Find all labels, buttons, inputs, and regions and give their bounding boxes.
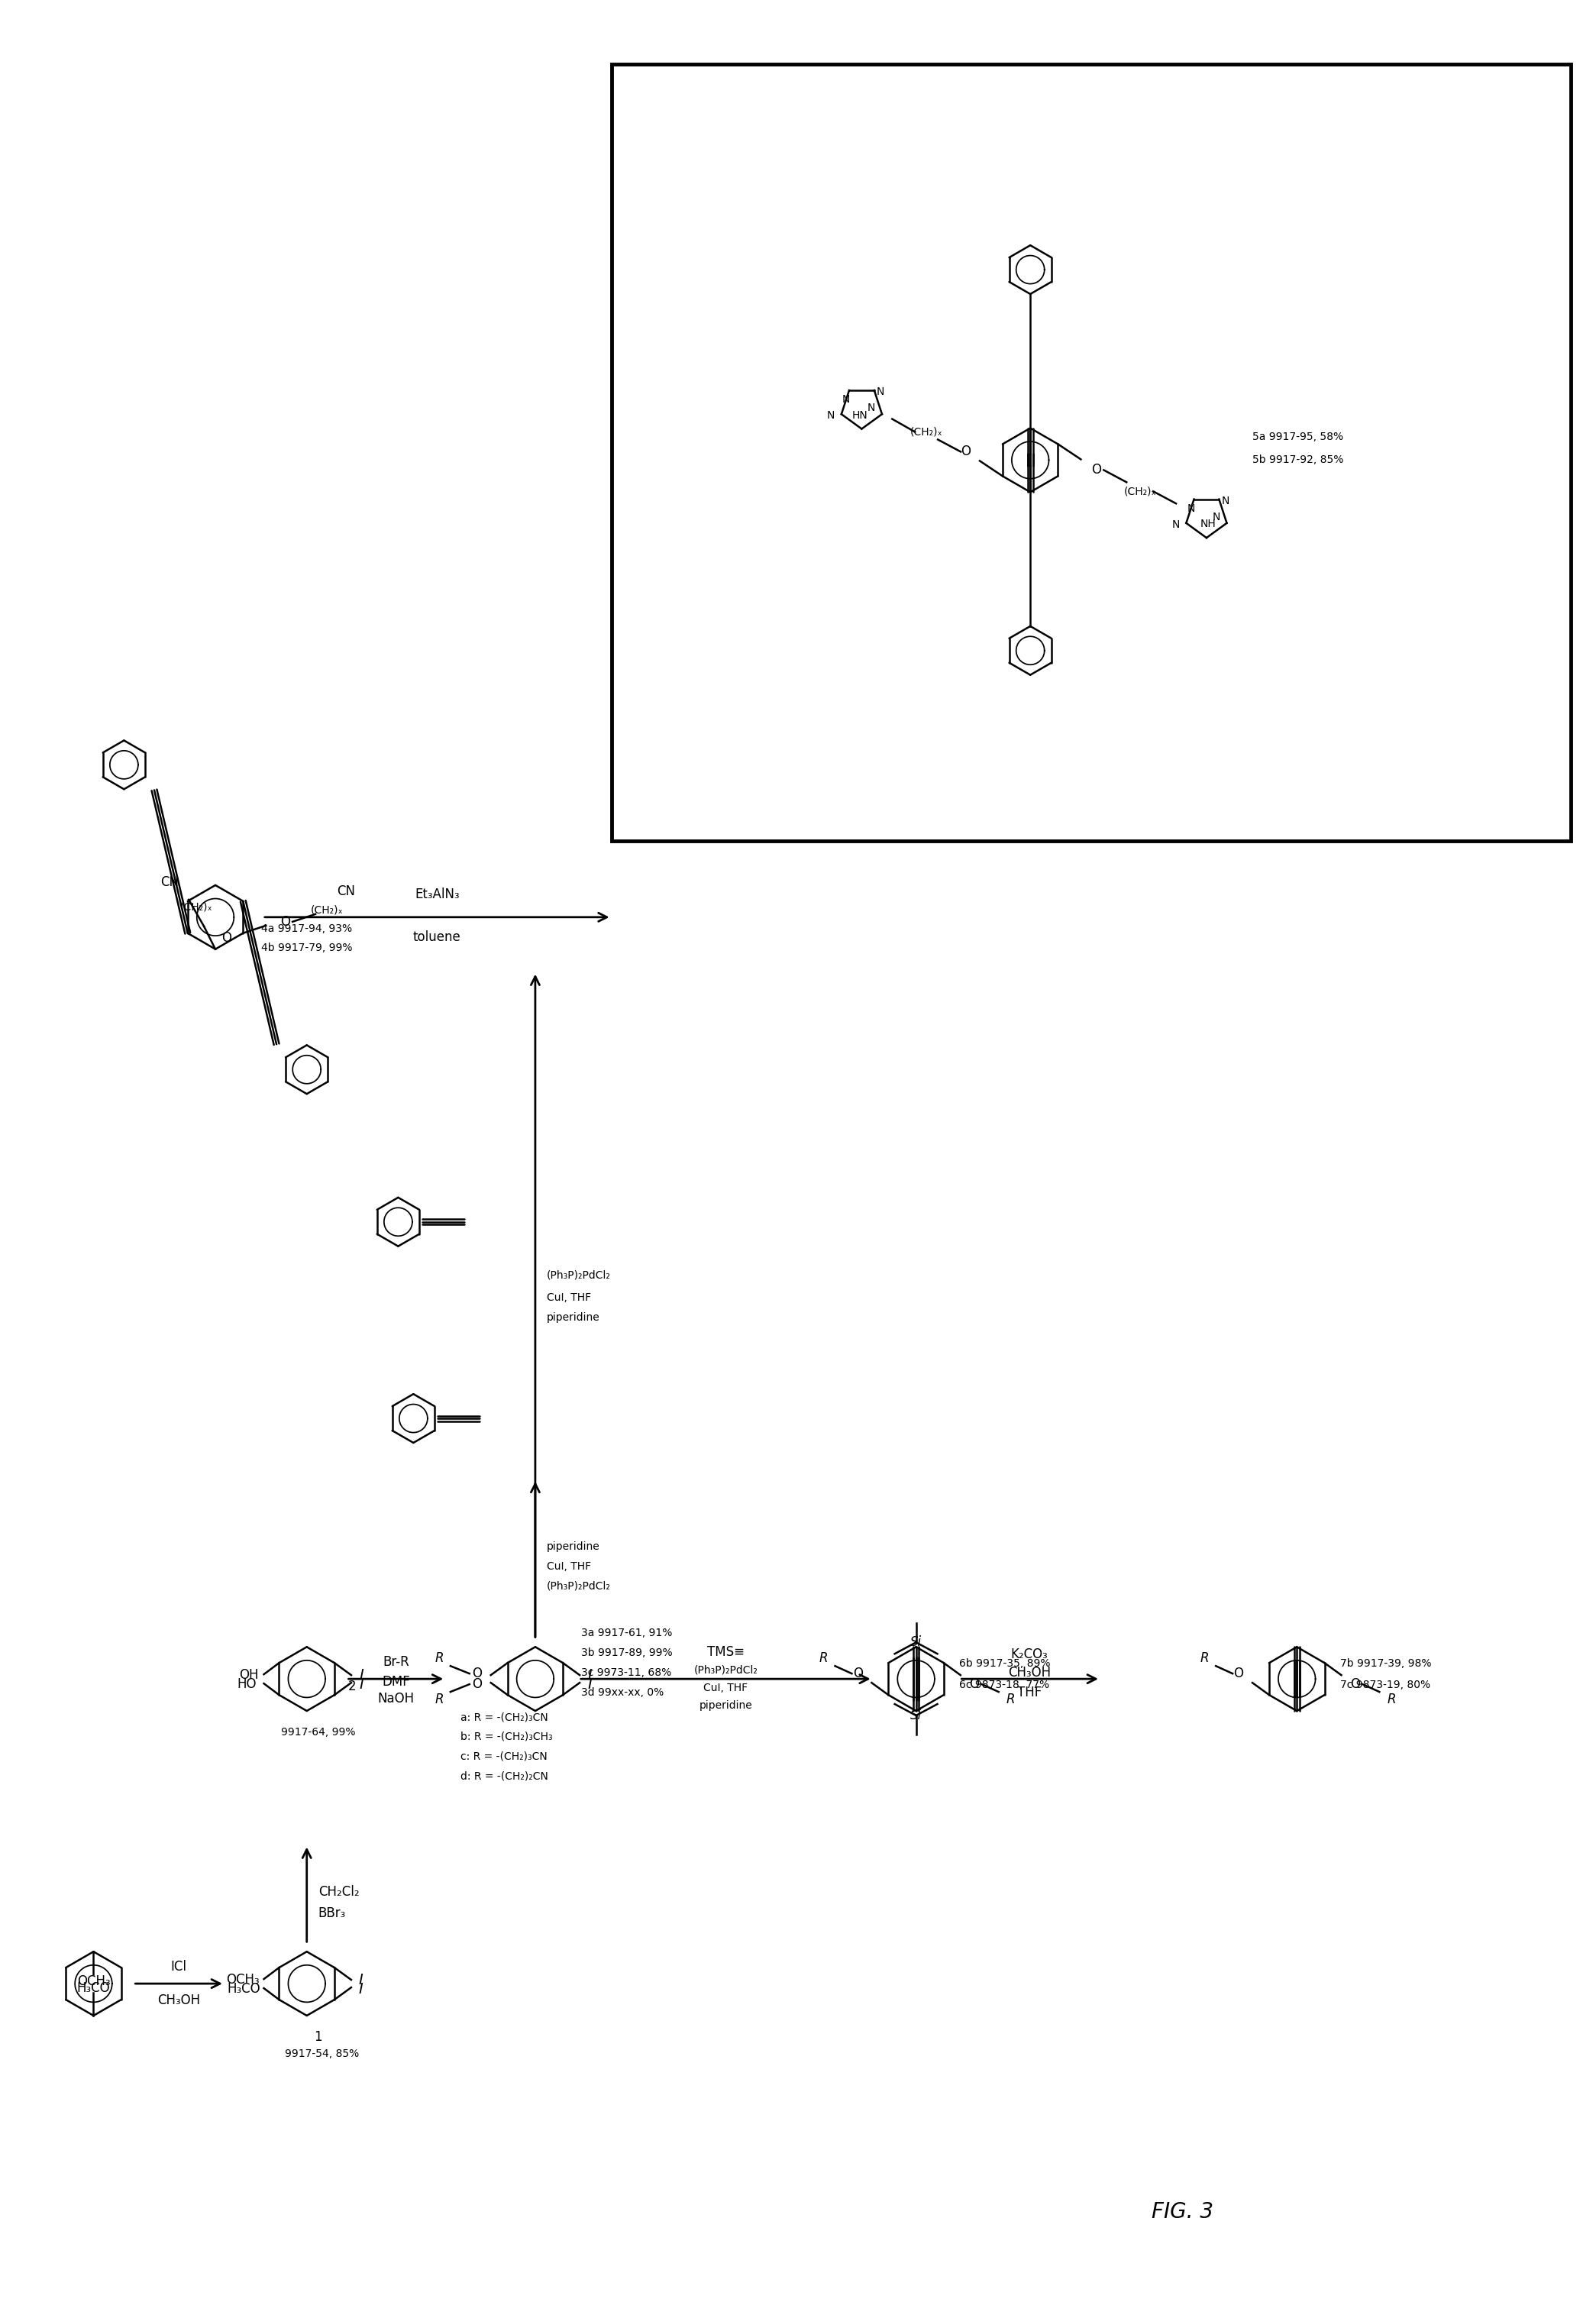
Text: DMF: DMF (381, 1676, 410, 1690)
Text: 5a 9917-95, 58%: 5a 9917-95, 58% (1253, 432, 1344, 444)
Text: O: O (472, 1667, 482, 1681)
Text: O: O (472, 1678, 482, 1692)
Text: N: N (1171, 520, 1179, 531)
Text: 7b 9917-39, 98%: 7b 9917-39, 98% (1341, 1658, 1432, 1669)
Text: Et₃AlN₃: Et₃AlN₃ (415, 887, 460, 901)
Text: piperidine: piperidine (699, 1701, 752, 1710)
Text: O: O (969, 1678, 980, 1692)
Text: N: N (867, 402, 875, 414)
Text: R: R (434, 1692, 444, 1706)
Text: I: I (358, 1982, 362, 1996)
Text: Si: Si (910, 1708, 922, 1722)
Text: O: O (1092, 462, 1101, 476)
Text: I: I (359, 1676, 364, 1692)
Text: BBr₃: BBr₃ (318, 1906, 346, 1920)
Text: 2: 2 (348, 1681, 356, 1694)
Text: R: R (1200, 1651, 1208, 1664)
Text: ICl: ICl (171, 1961, 187, 1975)
Text: O: O (852, 1667, 863, 1681)
Text: 4b 9917-79, 99%: 4b 9917-79, 99% (262, 943, 353, 954)
Text: 3c 9973-11, 68%: 3c 9973-11, 68% (581, 1667, 672, 1678)
Text: (CH₂)ₓ: (CH₂)ₓ (180, 901, 212, 913)
Text: c: R = -(CH₂)₃CN: c: R = -(CH₂)₃CN (461, 1752, 547, 1761)
Text: 6b 9917-35, 89%: 6b 9917-35, 89% (959, 1658, 1050, 1669)
Bar (611, 64, 1570, 841)
Text: H₃CO: H₃CO (77, 1982, 110, 1996)
Text: 7c 9873-19, 80%: 7c 9873-19, 80% (1341, 1681, 1430, 1690)
Text: CH₃OH: CH₃OH (1009, 1667, 1050, 1681)
Text: NH: NH (1200, 520, 1216, 529)
Text: N: N (827, 409, 835, 421)
Text: I: I (359, 1667, 364, 1683)
Text: H₃CO: H₃CO (227, 1982, 260, 1996)
Text: CH₂Cl₂: CH₂Cl₂ (318, 1885, 359, 1899)
Text: O: O (1234, 1667, 1243, 1681)
Text: CuI, THF: CuI, THF (704, 1683, 749, 1694)
Text: R: R (434, 1651, 444, 1664)
Text: R: R (819, 1651, 828, 1664)
Text: 5b 9917-92, 85%: 5b 9917-92, 85% (1253, 455, 1344, 464)
Text: CuI, THF: CuI, THF (547, 1561, 591, 1573)
Text: TMS≡: TMS≡ (707, 1646, 744, 1660)
Text: CuI, THF: CuI, THF (547, 1292, 591, 1304)
Text: I: I (358, 1973, 362, 1986)
Text: N: N (1187, 503, 1195, 513)
Text: (CH₂)ₓ: (CH₂)ₓ (910, 428, 943, 437)
Text: 9917-54, 85%: 9917-54, 85% (284, 2048, 359, 2060)
Text: OCH₃: OCH₃ (227, 1973, 259, 1986)
Text: O: O (222, 931, 231, 945)
Text: (Ph₃P)₂PdCl₂: (Ph₃P)₂PdCl₂ (547, 1582, 611, 1591)
Text: 6c 9873-18, 77%: 6c 9873-18, 77% (959, 1681, 1050, 1690)
Text: Si: Si (910, 1635, 922, 1648)
Text: I: I (587, 1667, 592, 1683)
Text: d: R = -(CH₂)₂CN: d: R = -(CH₂)₂CN (461, 1770, 549, 1782)
Text: CN: CN (337, 885, 354, 899)
Text: HN: HN (852, 409, 868, 421)
Text: I: I (587, 1676, 592, 1692)
Text: 1: 1 (314, 2030, 322, 2044)
Text: (Ph₃P)₂PdCl₂: (Ph₃P)₂PdCl₂ (694, 1664, 758, 1676)
Text: FIG. 3: FIG. 3 (1152, 2202, 1213, 2223)
Text: piperidine: piperidine (547, 1313, 600, 1324)
Text: 3d 99xx-xx, 0%: 3d 99xx-xx, 0% (581, 1687, 664, 1699)
Text: (Ph₃P)₂PdCl₂: (Ph₃P)₂PdCl₂ (547, 1269, 611, 1281)
Text: R: R (1007, 1692, 1015, 1706)
Text: N: N (876, 386, 884, 398)
Text: N: N (1213, 513, 1219, 522)
Text: OCH₃: OCH₃ (77, 1975, 110, 1989)
Text: piperidine: piperidine (547, 1540, 600, 1552)
Text: 3b 9917-89, 99%: 3b 9917-89, 99% (581, 1648, 672, 1658)
Text: (CH₂)ₓ: (CH₂)ₓ (311, 906, 343, 915)
Text: HO: HO (238, 1678, 257, 1692)
Text: R: R (1387, 1692, 1396, 1706)
Text: O: O (1350, 1678, 1360, 1692)
Text: O: O (961, 444, 970, 458)
Text: N: N (1221, 494, 1229, 506)
Text: a: R = -(CH₂)₃CN: a: R = -(CH₂)₃CN (461, 1713, 549, 1722)
Text: 4a 9917-94, 93%: 4a 9917-94, 93% (262, 924, 353, 933)
Text: 9917-64, 99%: 9917-64, 99% (281, 1727, 356, 1738)
Text: OH: OH (239, 1669, 259, 1683)
Text: THF: THF (1017, 1685, 1042, 1699)
Text: Br-R: Br-R (383, 1655, 409, 1669)
Text: CN: CN (161, 876, 179, 890)
Text: b: R = -(CH₂)₃CH₃: b: R = -(CH₂)₃CH₃ (461, 1731, 552, 1743)
Text: 3a 9917-61, 91%: 3a 9917-61, 91% (581, 1628, 672, 1639)
Text: K₂CO₃: K₂CO₃ (1010, 1648, 1049, 1662)
Text: toluene: toluene (413, 931, 461, 945)
Text: NaOH: NaOH (378, 1692, 415, 1706)
Text: (CH₂)ₓ: (CH₂)ₓ (1124, 485, 1157, 497)
Text: N: N (843, 393, 851, 405)
Text: CH₃OH: CH₃OH (158, 1993, 200, 2007)
Text: O: O (279, 915, 290, 929)
